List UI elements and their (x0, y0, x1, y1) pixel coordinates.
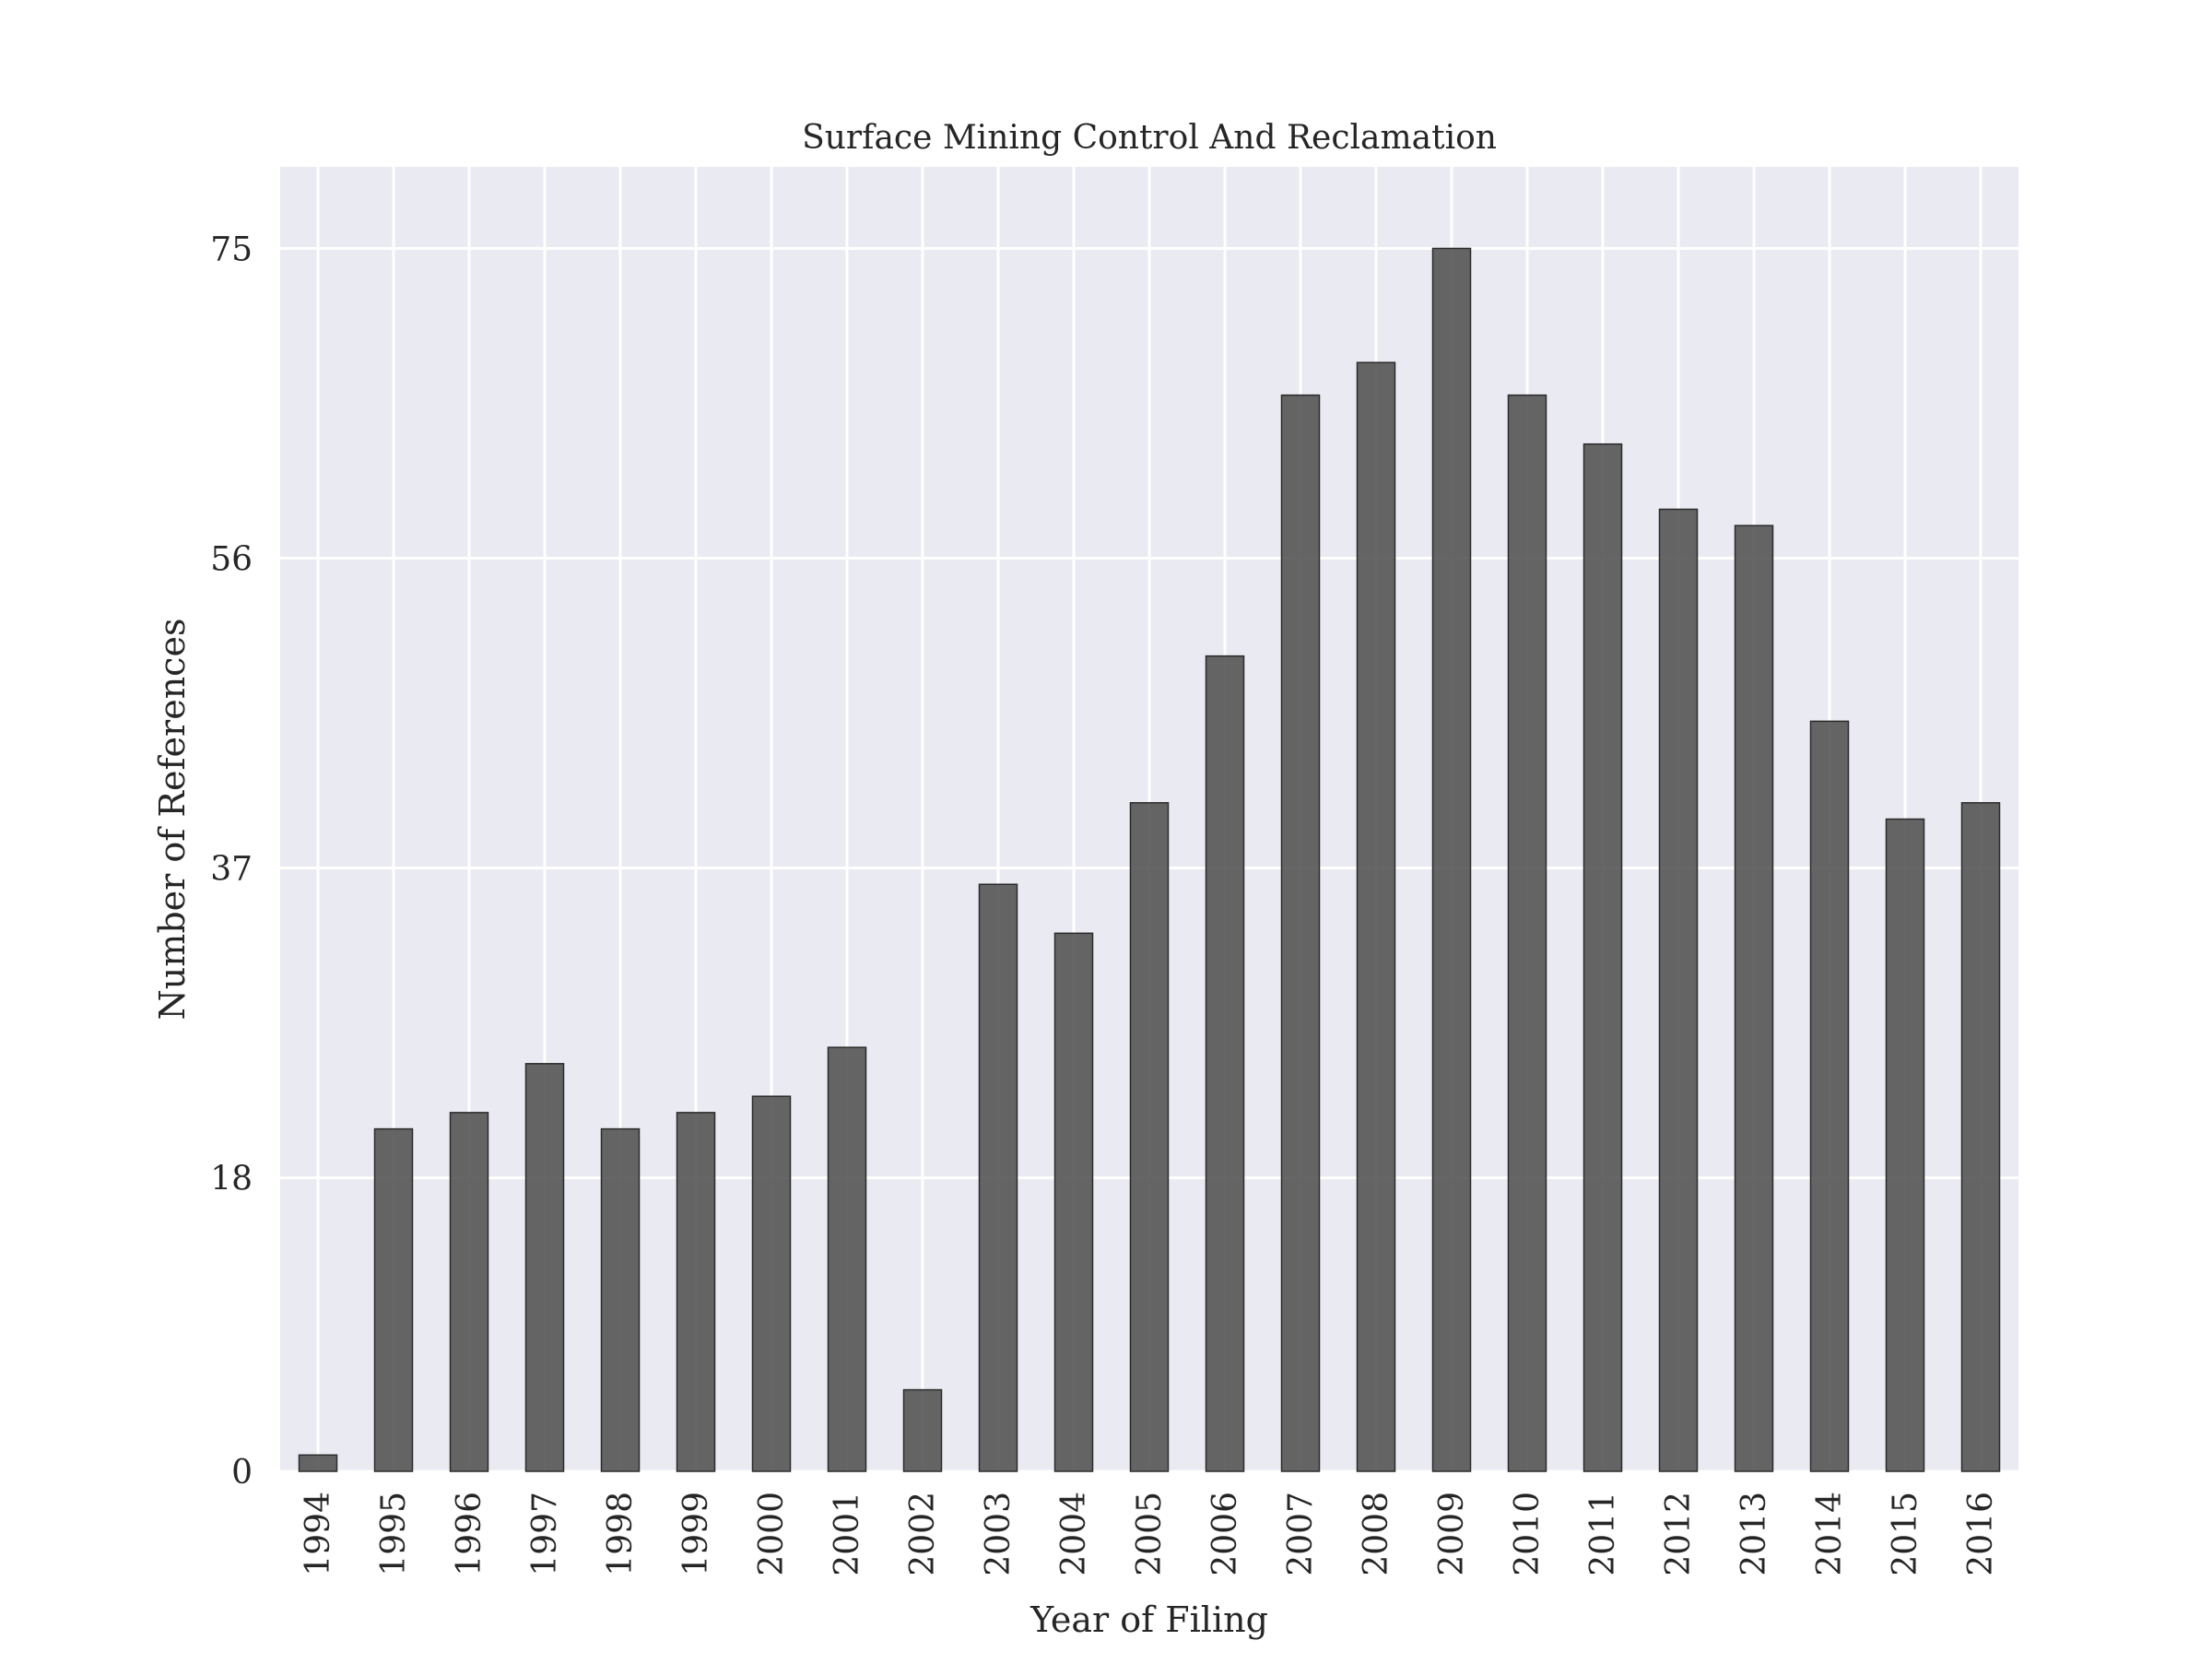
bar-1997 (524, 1063, 565, 1472)
bar-2006 (1205, 655, 1245, 1472)
x-tick-labels: 1994 1995 1996 1997 1998 1999 2000 2001 2002 2003… (300, 1492, 2000, 1576)
x-tick-label: 2009 (1433, 1492, 1471, 1576)
bar-1996 (449, 1112, 489, 1472)
bar-2002 (902, 1388, 943, 1472)
bar-2009 (1431, 247, 1472, 1472)
y-tick-label: 18 (210, 1161, 253, 1198)
y-tick-label: 0 (231, 1454, 253, 1492)
x-tick-label: 1999 (677, 1492, 715, 1576)
y-tick-label: 37 (210, 851, 253, 889)
x-axis-label: Year of Filing (1030, 1599, 1268, 1640)
x-tick-label: 1997 (526, 1492, 564, 1576)
x-tick-label: 2010 (1509, 1492, 1547, 1576)
x-tick-label: 2016 (1962, 1492, 2000, 1576)
bar-2000 (751, 1095, 792, 1472)
x-tick-label: 2004 (1055, 1492, 1093, 1576)
x-tick-label: 1996 (451, 1492, 488, 1576)
x-tick-label: 2007 (1282, 1492, 1320, 1576)
bar-2015 (1885, 818, 1925, 1472)
bar-2011 (1583, 443, 1623, 1472)
y-tick-label: 56 (210, 541, 253, 579)
x-tick-label: 2001 (829, 1492, 866, 1576)
x-tick-label: 2011 (1584, 1492, 1622, 1576)
bar-2012 (1658, 508, 1699, 1472)
x-tick-label: 2012 (1660, 1492, 1698, 1576)
y-tick-labels: 0 18 37 56 75 (210, 230, 253, 1492)
x-tick-label: 1998 (602, 1492, 640, 1576)
x-tick-label: 2014 (1811, 1492, 1849, 1576)
bar-1995 (373, 1127, 414, 1472)
bar-2013 (1734, 525, 1774, 1472)
x-tick-label: 2003 (980, 1492, 1018, 1576)
y-axis-label: Number of References (152, 619, 193, 1021)
chart-title: Surface Mining Control And Reclamation (802, 119, 1497, 157)
x-tick-label: 2013 (1735, 1492, 1773, 1576)
x-tick-label: 1994 (300, 1492, 337, 1576)
x-tick-label: 2015 (1887, 1492, 1924, 1576)
x-tick-label: 2008 (1358, 1492, 1395, 1576)
bar-2004 (1053, 932, 1094, 1472)
bar-1994 (298, 1454, 338, 1472)
bar-2008 (1356, 361, 1396, 1472)
bar-2003 (978, 883, 1018, 1472)
y-tick-label: 75 (210, 230, 253, 268)
x-tick-label: 2000 (753, 1492, 791, 1576)
bar-1998 (600, 1127, 641, 1472)
bar-2001 (827, 1046, 867, 1472)
x-tick-label: 2005 (1131, 1492, 1169, 1576)
bar-2010 (1507, 394, 1547, 1472)
x-tick-label: 1995 (375, 1492, 413, 1576)
bar-2005 (1129, 802, 1170, 1472)
bar-2014 (1809, 720, 1850, 1472)
bar-2007 (1280, 394, 1321, 1472)
x-tick-label: 2006 (1206, 1492, 1244, 1576)
x-tick-label: 2002 (904, 1492, 942, 1576)
bar-1999 (676, 1112, 716, 1472)
bar-2016 (1960, 802, 2001, 1472)
bars (298, 247, 2001, 1472)
